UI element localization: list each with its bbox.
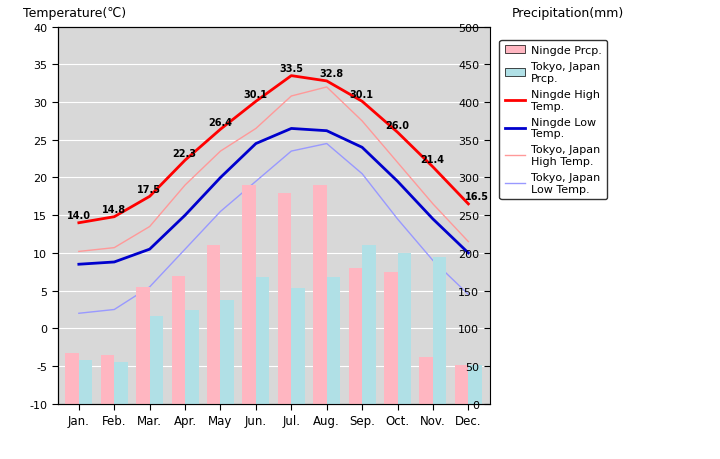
Text: Precipitation(mm): Precipitation(mm)	[511, 7, 624, 20]
Bar	[292, 289, 305, 404]
Text: 30.1: 30.1	[350, 90, 374, 100]
Bar	[185, 310, 199, 404]
Bar	[256, 277, 269, 404]
Bar	[243, 185, 256, 404]
Text: 32.8: 32.8	[320, 69, 343, 79]
Bar	[327, 277, 340, 404]
Bar	[171, 276, 185, 404]
Bar	[114, 362, 127, 404]
Text: 30.1: 30.1	[243, 90, 268, 100]
Legend: Ningde Prcp., Tokyo, Japan
Prcp., Ningde High
Temp., Ningde Low
Temp., Tokyo, Ja: Ningde Prcp., Tokyo, Japan Prcp., Ningde…	[500, 40, 607, 200]
Bar	[420, 357, 433, 404]
Text: 26.0: 26.0	[385, 120, 409, 130]
Bar	[101, 355, 114, 404]
Text: 17.5: 17.5	[138, 185, 161, 195]
Text: Temperature(℃): Temperature(℃)	[23, 7, 126, 20]
Bar	[278, 193, 292, 404]
Bar	[66, 353, 79, 404]
Bar	[455, 365, 468, 404]
Bar	[150, 316, 163, 404]
Text: 16.5: 16.5	[465, 192, 489, 202]
Bar	[207, 246, 220, 404]
Text: 14.0: 14.0	[66, 211, 91, 221]
Text: 14.8: 14.8	[102, 205, 126, 215]
Bar	[397, 253, 411, 404]
Bar	[136, 287, 150, 404]
Bar	[79, 360, 92, 404]
Bar	[433, 257, 446, 404]
Bar	[384, 272, 397, 404]
Text: 33.5: 33.5	[279, 64, 303, 74]
Bar	[220, 300, 234, 404]
Bar	[468, 365, 482, 404]
Text: 26.4: 26.4	[208, 118, 232, 128]
Text: 21.4: 21.4	[420, 155, 444, 165]
Bar	[313, 185, 327, 404]
Bar	[362, 246, 376, 404]
Bar	[348, 269, 362, 404]
Text: 22.3: 22.3	[173, 148, 197, 158]
